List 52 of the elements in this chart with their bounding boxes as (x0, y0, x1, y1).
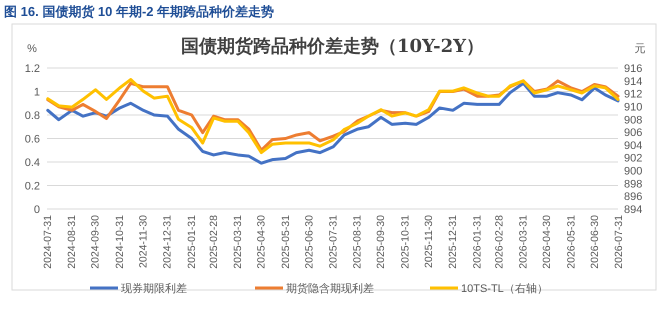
y-tick-label: 1 (34, 86, 40, 98)
y2-axis-title: 元 (634, 43, 646, 55)
x-tick-label: 2025-12-31 (447, 214, 460, 269)
y2-tick-label: 916 (624, 63, 642, 75)
y2-tick-label: 898 (624, 178, 642, 190)
y-tick-label: 0 (34, 204, 40, 216)
y2-tick-label: 896 (624, 191, 642, 204)
y-axis-title: % (27, 43, 38, 55)
x-tick-label: 2026-06-30 (588, 214, 601, 269)
x-tick-label: 2024-10-31 (114, 214, 126, 269)
x-tick-label: 2024-07-31 (42, 214, 54, 269)
legend-label: 现券期限利差 (121, 282, 187, 295)
x-tick-label: 2026-01-31 (471, 214, 484, 269)
y-tick-label: 1.2 (24, 63, 40, 75)
chart-title: 国债期货跨品种价差走势（10Y-2Y） (181, 36, 484, 57)
x-tick-label: 2025-10-31 (399, 214, 412, 269)
x-tick-label: 2025-05-31 (280, 214, 292, 269)
legend-label: 期货隐含期现利差 (286, 282, 374, 295)
y-tick-label: 0.2 (24, 180, 40, 192)
x-tick-label: 2025-09-30 (375, 214, 388, 269)
y2-tick-label: 912 (624, 88, 642, 101)
x-tick-label: 2026-04-30 (541, 214, 554, 269)
x-tick-label: 2025-01-31 (186, 214, 198, 269)
x-tick-label: 2024-11-30 (137, 214, 150, 268)
y2-tick-label: 900 (624, 166, 642, 178)
x-tick-label: 2025-03-31 (232, 214, 244, 269)
x-tick-label: 2025-02-28 (208, 214, 220, 269)
y2-tick-label: 910 (624, 101, 642, 114)
line-series (46, 82, 620, 165)
y2-tick-label: 908 (624, 114, 642, 126)
x-tick-label: 2024-09-30 (90, 214, 102, 269)
x-tick-label: 2026-02-28 (493, 214, 506, 269)
x-tick-label: 2024-12-31 (162, 214, 174, 269)
x-tick-label: 2025-04-30 (256, 214, 268, 269)
x-tick-label: 2025-07-31 (328, 214, 340, 269)
y-tick-label: 0.6 (24, 134, 40, 146)
y2-tick-label: 902 (624, 152, 642, 165)
legend-label: 10TS-TL（右轴） (461, 282, 548, 295)
y2-tick-label: 906 (624, 127, 642, 140)
x-tick-label: 2026-03-31 (518, 214, 530, 269)
x-tick-label: 2025-11-30 (422, 214, 435, 268)
y2-tick-label: 904 (624, 140, 642, 152)
x-tick-label: 2025-06-30 (303, 214, 316, 269)
caption: 图 16. 国债期货 10 年期-2 年期跨品种价差走势 (4, 4, 274, 19)
x-tick-label: 2024-08-31 (66, 214, 78, 269)
y2-tick-label: 914 (624, 76, 642, 88)
y-tick-label: 0.4 (24, 157, 40, 169)
y-tick-label: 0.8 (24, 110, 40, 122)
x-tick-label: 2025-08-31 (352, 214, 364, 269)
x-tick-label: 2026-05-31 (565, 214, 578, 269)
x-tick-label: 2026-07-31 (613, 214, 625, 269)
y2-tick-label: 894 (624, 204, 642, 216)
